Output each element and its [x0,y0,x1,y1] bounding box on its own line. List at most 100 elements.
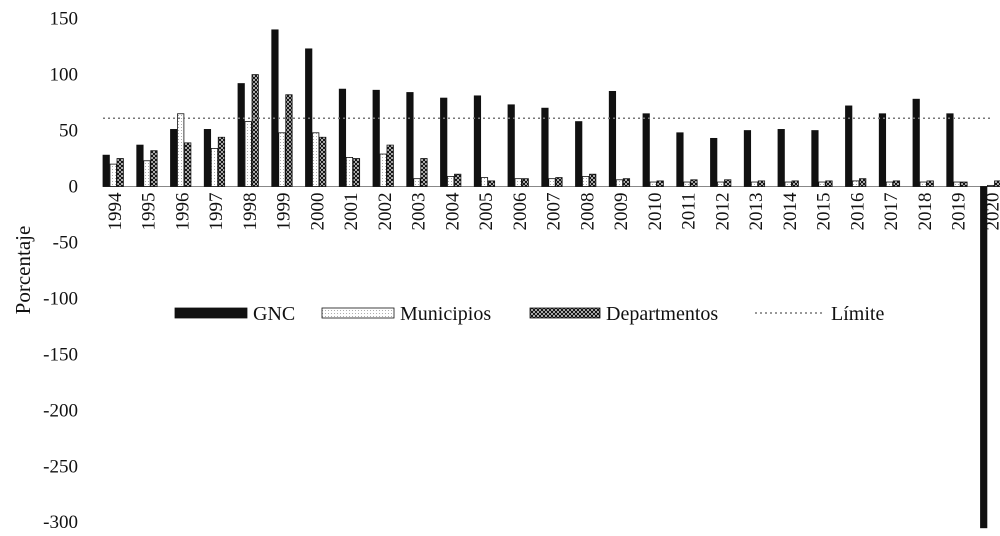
bar-gnc-2008 [575,121,583,187]
bar-gnc-2007 [541,107,549,187]
y-tick-label: -150 [43,344,78,365]
x-tick-label: 2003 [409,193,430,231]
x-tick-label: 2006 [510,193,531,231]
y-tick-label: -50 [53,232,78,253]
bar-departmentos-2002 [386,144,394,187]
bar-gnc-1995 [136,144,144,187]
x-tick-label: 2008 [577,193,598,231]
bar-gnc-2002 [372,89,380,187]
bar-municipios-2008 [582,176,590,187]
legend-swatch-gnc [174,307,248,319]
bar-gnc-2006 [507,104,515,187]
bar-departmentos-2004 [454,173,462,187]
bar-departmentos-2009 [622,178,631,187]
bar-gnc-2012 [710,137,718,187]
bar-departmentos-2006 [521,178,529,187]
bar-departmentos-1998 [251,74,259,187]
bar-municipios-2010 [649,181,657,187]
x-tick-label: 2007 [544,193,565,231]
bar-gnc-2011 [676,132,684,187]
bar-gnc-2015 [811,130,819,187]
bar-gnc-2013 [743,130,752,187]
bar-gnc-2014 [777,129,785,187]
bar-municipios-1997 [210,148,219,187]
bar-gnc-2005 [473,95,482,187]
bar-departmentos-1996 [184,142,192,187]
x-tick-label: 1998 [240,193,261,231]
bar-departmentos-2014 [791,180,799,187]
bar-departmentos-2008 [589,173,597,187]
bar-gnc-2019 [946,113,954,187]
bar-municipios-2018 [919,181,927,187]
x-tick-label: 2005 [476,193,497,231]
bar-municipios-2019 [953,181,961,187]
bar-gnc-2004 [440,97,448,187]
x-tick-label: 2009 [611,193,632,231]
bar-municipios-2017 [885,181,894,187]
bar-gnc-2009 [608,90,617,187]
bar-municipios-2001 [345,157,354,187]
legend-label-departmentos: Departmentos [606,303,718,325]
legend-label-limite: Límite [831,303,884,325]
bar-departmentos-2015 [825,180,833,187]
bar-gnc-2003 [406,92,414,187]
axis-layer: 150 100 50 0 -50 -100 -150 -200 -250 -300 [43,9,1000,533]
bar-departmentos-2018 [926,180,934,187]
y-tick-label: -200 [43,400,78,421]
bar-municipios-2014 [784,181,792,187]
bar-gnc-2017 [878,113,887,187]
bar-municipios-2009 [615,179,624,187]
legend-swatch-departmentos [529,307,601,319]
bar-gnc-1997 [203,129,212,187]
x-tick-label: 2020 [982,193,1000,231]
bar-gnc-2020 [980,186,988,529]
bar-departmentos-1997 [217,136,226,187]
bar-municipios-2002 [379,153,387,187]
x-tick-label: 1994 [105,192,126,231]
bar-departmentos-2011 [690,179,698,187]
bar-municipios-2000 [312,132,320,187]
bar-municipios-2006 [514,178,522,187]
bar-gnc-1996 [170,129,178,187]
y-tick-label: 0 [69,177,79,198]
legend-swatch-municipios [321,307,395,319]
x-tick-label: 2011 [679,193,700,230]
legend-label-gnc: GNC [253,303,295,325]
bar-departmentos-2005 [487,180,496,187]
bar-municipios-1995 [143,160,151,187]
x-tick-label: 1996 [172,193,193,231]
bar-municipios-2012 [717,181,725,187]
bar-gnc-1999 [271,29,279,187]
bar-departmentos-2019 [960,181,968,187]
bar-departmentos-2010 [656,180,664,187]
x-tick-label: 1997 [206,193,227,231]
bar-departmentos-1994 [116,158,124,187]
bar-municipios-2016 [852,180,860,187]
legend: GNC Municipios Departmentos Límite [174,303,884,325]
bar-municipios-2004 [447,176,455,187]
y-tick-label: -300 [43,512,78,533]
bar-gnc-2001 [338,88,347,187]
legend-label-municipios: Municipios [400,303,491,325]
x-tick-label: 2018 [915,193,936,231]
x-tick-label: 1995 [139,193,160,231]
bar-departmentos-2012 [724,179,732,187]
y-tick-label: 100 [50,65,79,86]
x-tick-label: 2015 [814,193,835,231]
bar-gnc-2010 [642,113,650,187]
bar-municipios-2020 [987,184,995,187]
y-tick-label: -100 [43,288,78,309]
bar-departmentos-2003 [420,158,428,187]
bar-departmentos-1995 [150,150,158,187]
bar-departmentos-1999 [285,94,293,187]
bar-departmentos-2017 [892,180,901,187]
x-tick-label: 2013 [746,193,767,231]
bar-departmentos-2013 [757,180,766,187]
bar-gnc-1994 [102,154,110,187]
bar-municipios-1998 [244,121,252,187]
x-tick-label: 2010 [645,193,666,231]
bar-gnc-1998 [237,83,245,187]
bar-municipios-2003 [413,178,421,187]
